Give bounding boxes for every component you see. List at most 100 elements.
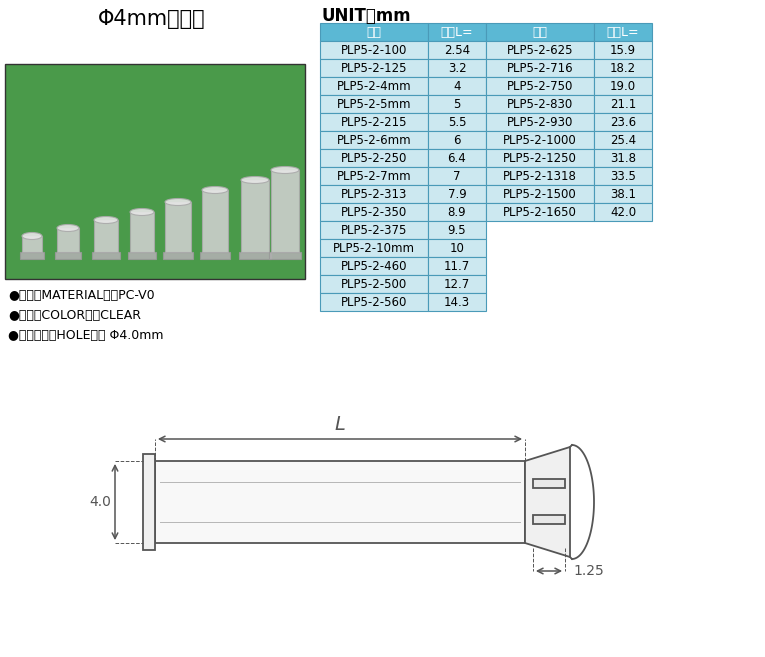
Text: PLP5-2-460: PLP5-2-460	[340, 260, 407, 273]
Bar	[130, 212, 154, 252]
Bar	[486, 95, 594, 113]
Bar	[486, 23, 594, 41]
Bar	[320, 95, 428, 113]
Bar	[428, 149, 486, 167]
Text: PLP5-2-5mm: PLP5-2-5mm	[337, 97, 412, 110]
Text: PLP5-2-125: PLP5-2-125	[340, 62, 407, 74]
Text: PLP5-2-100: PLP5-2-100	[341, 43, 407, 57]
Bar	[155, 461, 525, 543]
Bar	[486, 113, 594, 131]
Text: PLP5-2-560: PLP5-2-560	[341, 296, 407, 309]
Text: PLP5-2-716: PLP5-2-716	[506, 62, 573, 74]
Bar	[57, 228, 79, 252]
Bar	[320, 239, 428, 257]
Bar	[486, 41, 594, 59]
Bar	[55, 252, 81, 259]
Bar	[428, 239, 486, 257]
Text: PLP5-2-313: PLP5-2-313	[341, 187, 407, 200]
Bar	[594, 203, 652, 221]
Text: PLP5-2-4mm: PLP5-2-4mm	[337, 79, 412, 93]
Bar	[320, 131, 428, 149]
Text: UNIT：mm: UNIT：mm	[322, 7, 412, 25]
Bar	[320, 185, 428, 203]
Text: 12.7: 12.7	[444, 277, 470, 290]
Text: PLP5-2-1250: PLP5-2-1250	[503, 152, 577, 164]
Text: 42.0: 42.0	[610, 206, 636, 219]
Bar	[594, 41, 652, 59]
Ellipse shape	[271, 166, 299, 173]
Text: Φ4mm导光柱: Φ4mm导光柱	[98, 9, 206, 29]
Bar	[428, 23, 486, 41]
Text: 7.9: 7.9	[448, 187, 467, 200]
Bar	[320, 275, 428, 293]
Ellipse shape	[22, 233, 42, 240]
Bar	[594, 77, 652, 95]
Text: 1.25: 1.25	[573, 564, 604, 578]
Ellipse shape	[57, 225, 79, 231]
Bar	[486, 203, 594, 221]
Text: PLP5-2-1650: PLP5-2-1650	[503, 206, 577, 219]
Text: ●配合孔径（HOLE）： Φ4.0mm: ●配合孔径（HOLE）： Φ4.0mm	[8, 329, 164, 342]
Bar	[428, 203, 486, 221]
Bar	[320, 41, 428, 59]
Bar	[428, 95, 486, 113]
Text: 4.0: 4.0	[90, 495, 111, 509]
Bar	[486, 149, 594, 167]
Bar	[320, 293, 428, 311]
Bar	[428, 293, 486, 311]
Text: 2.54: 2.54	[444, 43, 470, 57]
Bar	[428, 131, 486, 149]
Ellipse shape	[130, 208, 154, 215]
Text: 19.0: 19.0	[610, 79, 636, 93]
Text: PLP5-2-10mm: PLP5-2-10mm	[333, 242, 415, 254]
Text: PLP5-2-750: PLP5-2-750	[506, 79, 573, 93]
Ellipse shape	[202, 187, 228, 194]
Bar	[428, 167, 486, 185]
Ellipse shape	[94, 217, 118, 223]
Bar	[94, 220, 118, 252]
Ellipse shape	[241, 177, 269, 183]
Bar	[22, 236, 42, 252]
Bar	[20, 252, 44, 259]
Text: PLP5-2-6mm: PLP5-2-6mm	[337, 133, 412, 147]
Bar	[92, 252, 120, 259]
Bar	[428, 221, 486, 239]
Text: 型号: 型号	[366, 26, 382, 39]
Text: 6: 6	[453, 133, 461, 147]
Bar	[320, 113, 428, 131]
Bar	[128, 252, 156, 259]
Text: PLP5-2-830: PLP5-2-830	[507, 97, 573, 110]
Text: PLP5-2-7mm: PLP5-2-7mm	[337, 170, 412, 183]
Text: 10: 10	[450, 242, 464, 254]
Bar	[428, 77, 486, 95]
Bar	[269, 252, 301, 259]
Text: PLP5-2-215: PLP5-2-215	[340, 116, 407, 129]
Bar	[320, 203, 428, 221]
Bar	[320, 23, 428, 41]
Polygon shape	[525, 447, 570, 557]
Bar	[594, 131, 652, 149]
Bar	[200, 252, 230, 259]
Bar	[163, 252, 193, 259]
Bar	[486, 59, 594, 77]
Text: PLP5-2-930: PLP5-2-930	[506, 116, 573, 129]
Bar	[594, 149, 652, 167]
Text: 8.9: 8.9	[448, 206, 467, 219]
Bar	[486, 167, 594, 185]
Bar	[428, 41, 486, 59]
Text: 型号: 型号	[532, 26, 548, 39]
Text: PLP5-2-500: PLP5-2-500	[341, 277, 407, 290]
Text: 5.5: 5.5	[448, 116, 466, 129]
Bar	[594, 167, 652, 185]
Bar	[5, 64, 305, 279]
Text: 长度L=: 长度L=	[441, 26, 474, 39]
Bar	[320, 167, 428, 185]
Bar	[428, 257, 486, 275]
Text: 9.5: 9.5	[448, 223, 467, 237]
Text: PLP5-2-375: PLP5-2-375	[341, 223, 407, 237]
Text: PLP5-2-350: PLP5-2-350	[341, 206, 407, 219]
Bar	[533, 479, 565, 488]
Text: 15.9: 15.9	[610, 43, 636, 57]
Text: PLP5-2-1500: PLP5-2-1500	[503, 187, 577, 200]
Bar	[320, 257, 428, 275]
